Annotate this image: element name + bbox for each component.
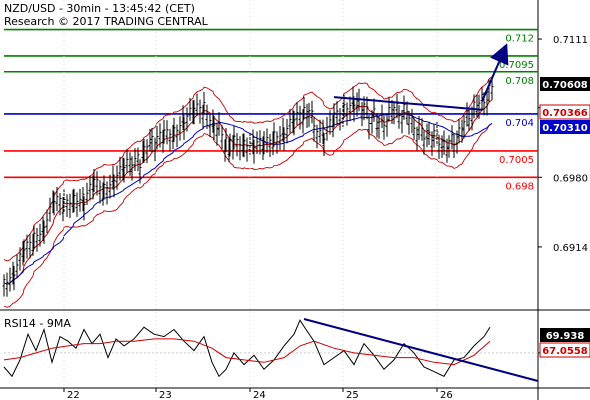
price-tag-label: 0.70366 (542, 108, 588, 119)
projection-arrow (481, 43, 509, 102)
price-tag-label: 69.938 (546, 331, 585, 342)
x-tick-label: 23 (159, 390, 172, 400)
x-tick-label: 22 (67, 390, 80, 400)
rsi-trendline (303, 318, 539, 382)
price-tag-ma_fast (539, 104, 590, 120)
x-tick-label: 25 (346, 390, 359, 400)
level-label: 0.698 (505, 181, 534, 192)
y-tick-label: 0.7111 (553, 35, 588, 46)
price-tag-label: 0.70310 (542, 123, 588, 134)
price-tag-rsi (540, 328, 590, 342)
level-label: 0.704 (505, 118, 534, 129)
y-tick-label: 0.6980 (553, 173, 588, 184)
rsi-panel-title: RSI14 - 9MA (4, 317, 71, 330)
rsi-ma-line (3, 338, 491, 366)
level-label: 0.7005 (499, 155, 534, 166)
resistance-trendline (333, 96, 483, 111)
level-label: 0.712 (505, 34, 534, 45)
price-tag-rsi_ma (539, 342, 590, 358)
bollinger-lower (3, 122, 493, 308)
bollinger-upper (3, 76, 493, 262)
x-tick-label: 26 (440, 390, 453, 400)
price-tag-last (540, 77, 590, 91)
chart-source: Research © 2017 TRADING CENTRAL (4, 15, 208, 28)
price-tag-label: 67.0558 (542, 346, 588, 357)
price-tag-ma_slow (540, 120, 590, 134)
rsi-line (3, 319, 491, 378)
price-tag-label: 0.70608 (542, 80, 588, 91)
level-label: 0.7095 (499, 60, 534, 71)
chart-title: NZD/USD - 30min - 13:45:42 (CET) (4, 2, 195, 15)
ma-slow-line (3, 112, 493, 285)
x-tick-label: 24 (253, 390, 266, 400)
y-tick-label: 0.6914 (553, 243, 588, 254)
level-label: 0.708 (505, 76, 534, 87)
